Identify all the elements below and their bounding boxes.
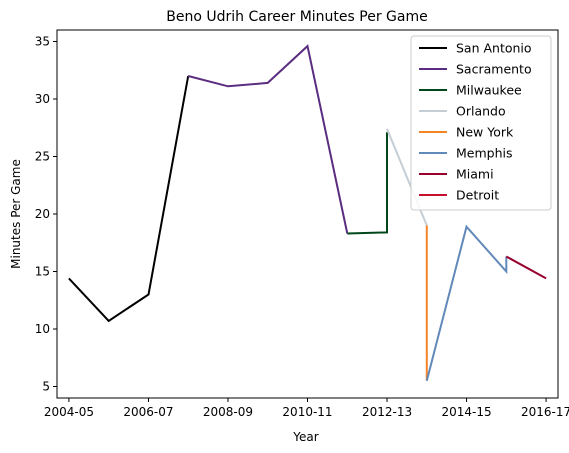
legend-label: Miami (456, 167, 494, 182)
y-axis-label: Minutes Per Game (9, 159, 23, 269)
x-tick-label: 2014-15 (441, 405, 491, 419)
x-tick-label: 2016-17 (521, 405, 569, 419)
legend-entries: San Antonio Sacramento Milwaukee Orlando New… (419, 41, 532, 203)
series-line-miami (505, 255, 547, 280)
y-tick-label: 5 (42, 380, 50, 394)
x-tick-label: 2010-11 (282, 405, 332, 419)
y-tick-label: 10 (35, 322, 50, 336)
x-tick-label: 2006-07 (123, 405, 173, 419)
legend: San Antonio Sacramento Milwaukee Orlando New… (410, 35, 552, 211)
series-line-memphis (425, 224, 508, 382)
x-axis-label: Year (292, 430, 318, 444)
y-tick-label: 15 (35, 265, 50, 279)
x-axis-ticks: 2004-05 2006-07 2008-09 2010-11 2012-13 2014-… (44, 398, 569, 419)
legend-label: San Antonio (456, 41, 532, 56)
legend-label: New York (456, 125, 514, 140)
series-line-san-antonio (68, 75, 190, 323)
legend-label: Sacramento (456, 62, 532, 77)
chart-title: Beno Udrih Career Minutes Per Game (166, 9, 427, 25)
legend-label: Milwaukee (456, 83, 522, 98)
x-tick-label: 2004-05 (44, 405, 94, 419)
series-line-milwaukee (347, 132, 388, 235)
x-tick-label: 2008-09 (203, 405, 253, 419)
x-tick-label: 2012-13 (362, 405, 412, 419)
y-tick-label: 20 (35, 207, 50, 221)
y-axis-ticks: 5 10 15 20 25 30 35 (35, 35, 57, 394)
series-line-sacramento (187, 44, 349, 234)
legend-label: Memphis (456, 146, 513, 161)
legend-label: Detroit (456, 188, 499, 203)
series-lines (68, 44, 547, 382)
y-tick-label: 35 (35, 35, 50, 49)
legend-label: Orlando (456, 104, 506, 119)
legend-box (410, 35, 552, 211)
y-tick-label: 30 (35, 92, 50, 106)
y-tick-label: 25 (35, 150, 50, 164)
